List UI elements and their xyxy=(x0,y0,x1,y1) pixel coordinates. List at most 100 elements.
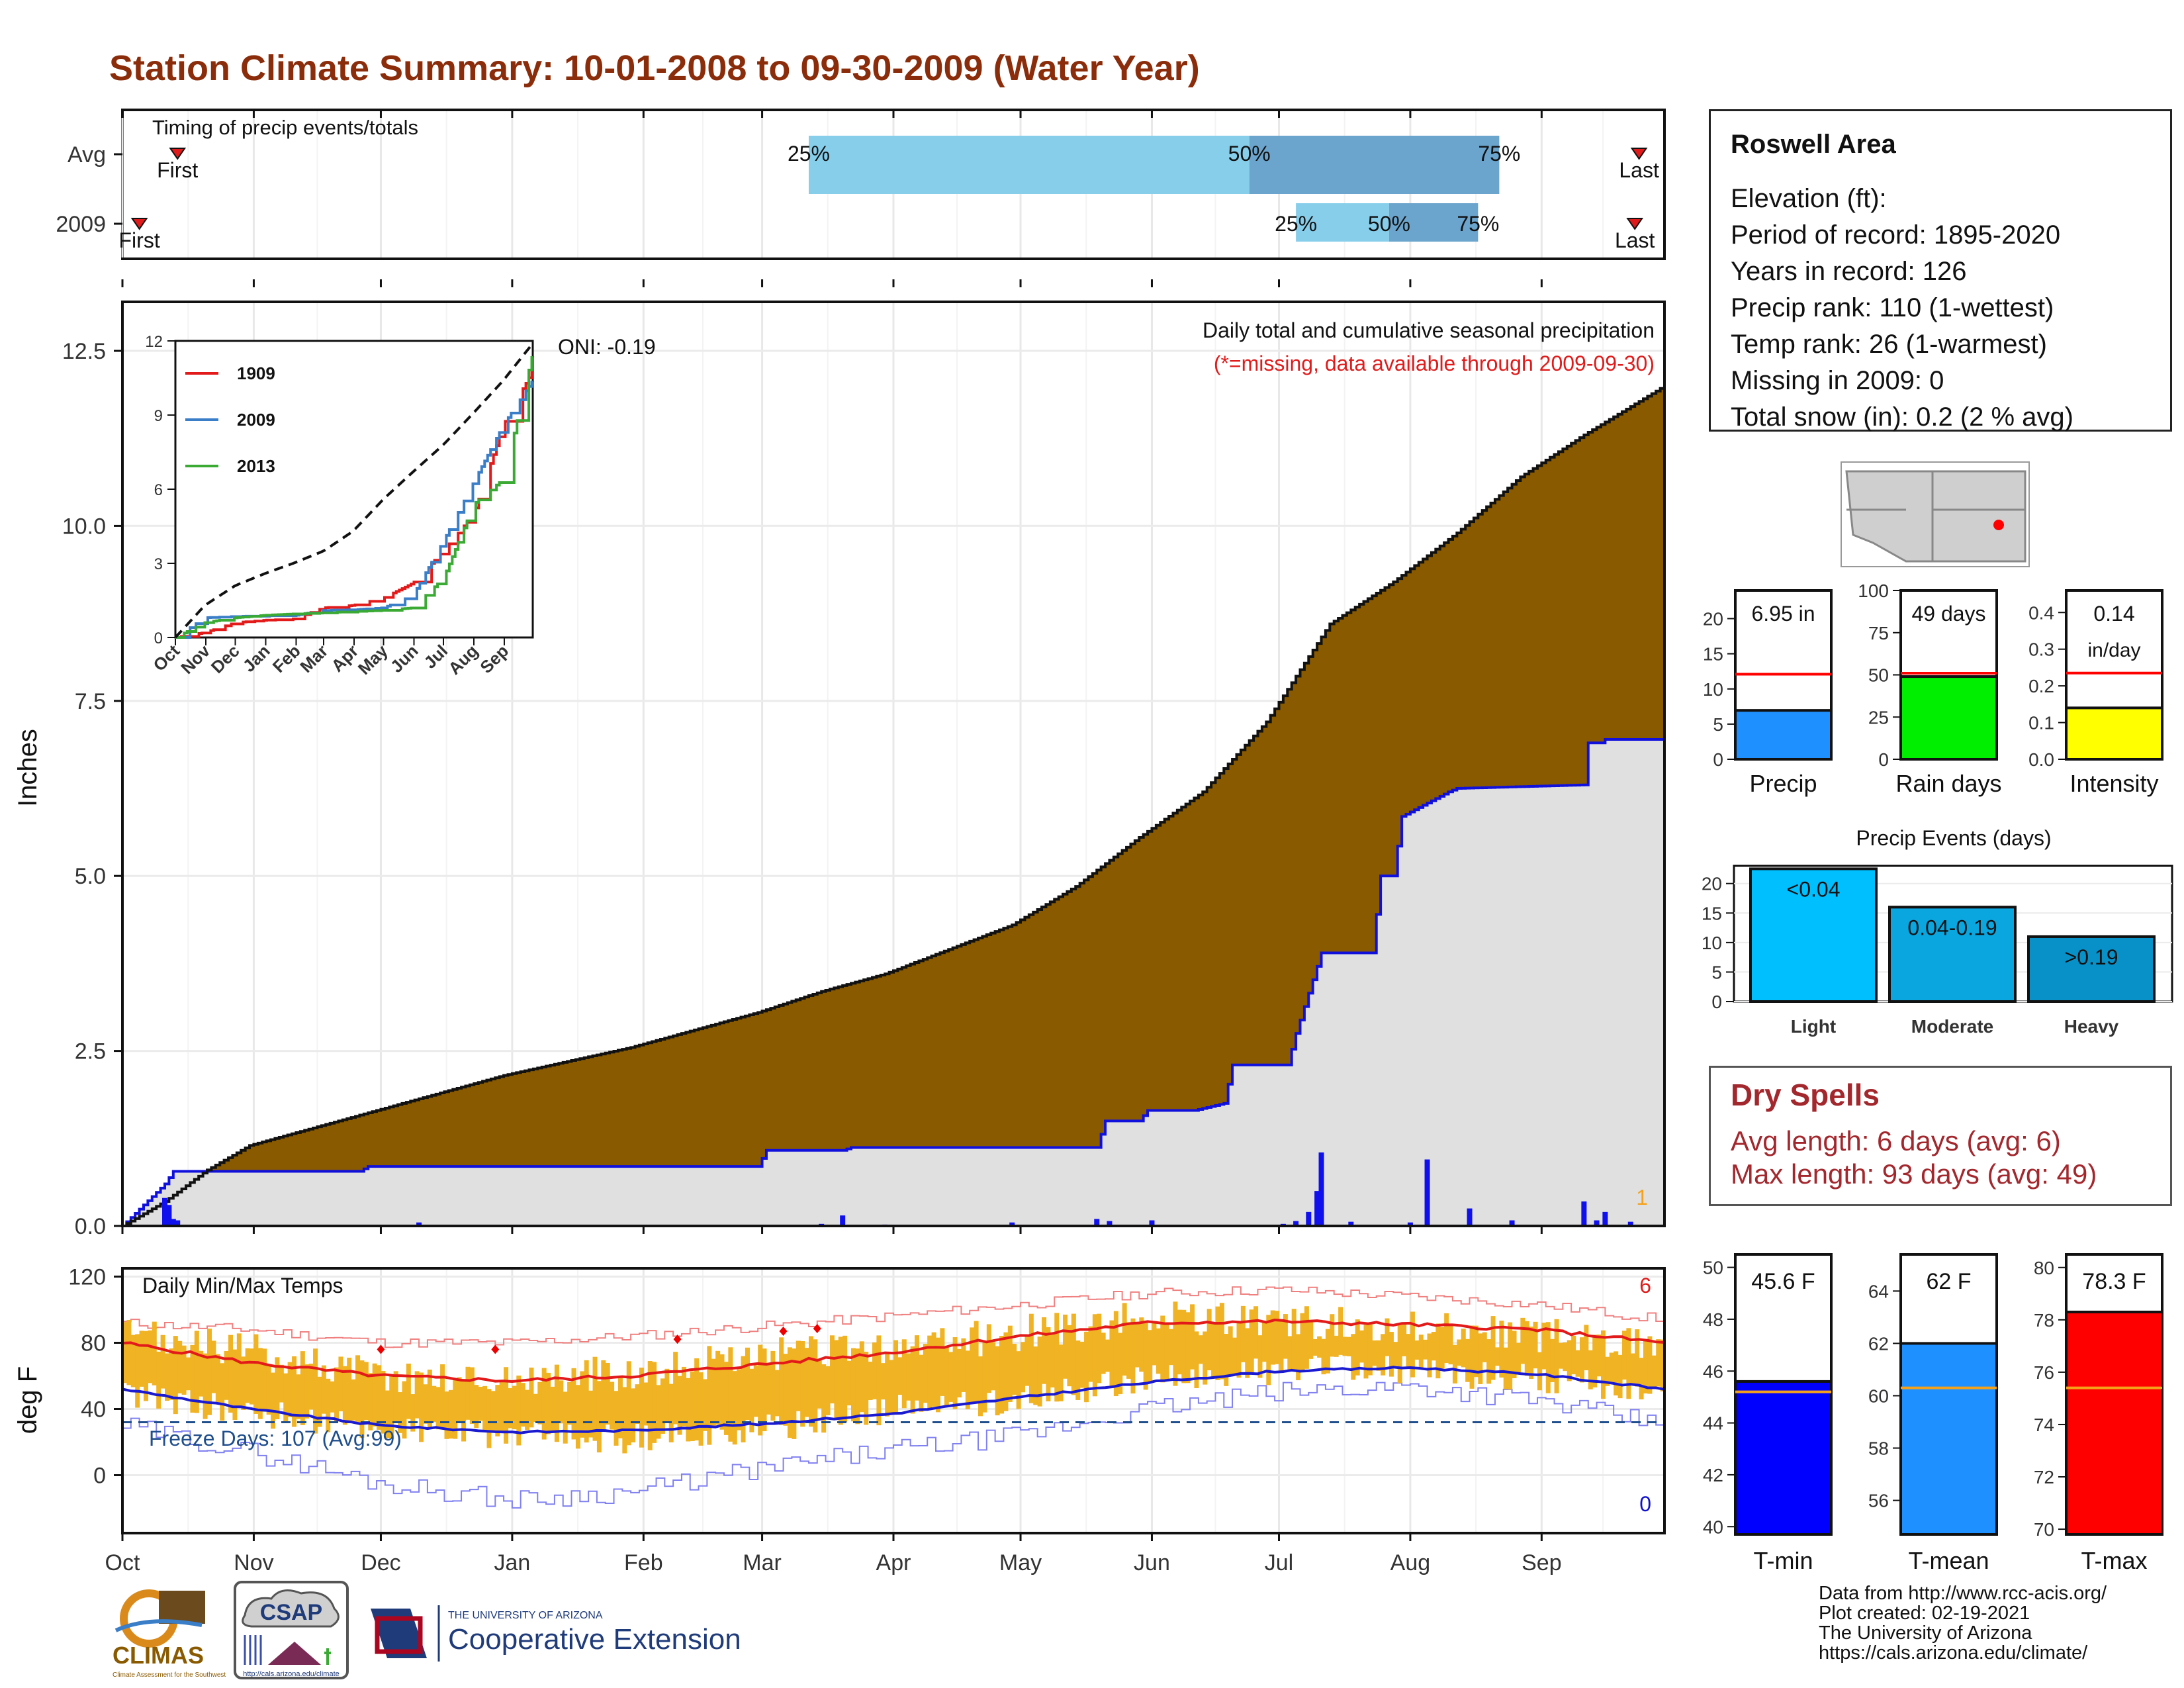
daily-temp-bar xyxy=(236,1333,242,1407)
daily-temp-bar xyxy=(1643,1340,1648,1394)
summary-tick-label: 0.0 xyxy=(2028,749,2054,770)
daily-temp-bar xyxy=(1253,1306,1259,1359)
daily-temp-bar xyxy=(1397,1325,1402,1383)
timing-p75-label: 75% xyxy=(1457,212,1499,236)
daily-temp-bar xyxy=(173,1336,178,1415)
temp-ylabel: deg F xyxy=(13,1366,42,1434)
daily-temp-bar xyxy=(910,1346,915,1414)
daily-temp-bar xyxy=(719,1354,725,1430)
daily-temp-bar xyxy=(1275,1311,1280,1364)
missing-note: (*=missing, data available through 2009-… xyxy=(1214,352,1655,375)
daily-temp-bar xyxy=(741,1356,746,1442)
avg-max-line xyxy=(122,1318,1665,1383)
daily-temp-bar xyxy=(787,1347,792,1438)
temp-summary-tick-label: 74 xyxy=(2034,1415,2054,1435)
daily-temp-bar xyxy=(635,1384,640,1425)
daily-temp-bar xyxy=(1439,1327,1445,1369)
logos: CLIMAS Climate Assessment for the Southw… xyxy=(113,1581,741,1679)
daily-temp-bar xyxy=(414,1371,420,1419)
daily-temp-bar xyxy=(1211,1322,1216,1378)
inset-y-tick-label: 6 xyxy=(154,481,163,499)
daily-temp-bar xyxy=(737,1369,742,1430)
daily-temp-bar xyxy=(1338,1307,1343,1355)
daily-temp-bar xyxy=(271,1372,276,1429)
summary-value-label: 49 days xyxy=(1911,602,1985,626)
daily-temp-bar xyxy=(1198,1335,1203,1364)
precip-y-tick-label: 0.0 xyxy=(75,1214,106,1239)
temp-y-tick-label: 0 xyxy=(93,1464,106,1489)
daily-temp-bar xyxy=(1126,1322,1132,1379)
temp-corner-min: 0 xyxy=(1639,1492,1651,1516)
daily-temp-bar xyxy=(1423,1339,1428,1360)
daily-temp-bar xyxy=(1101,1333,1106,1374)
freeze-days-label: Freeze Days: 107 (Avg:99) xyxy=(149,1427,402,1450)
daily-temp-bar xyxy=(1266,1315,1271,1385)
daily-temp-bar xyxy=(749,1368,754,1432)
daily-temp-bar xyxy=(1300,1313,1305,1372)
daily-temp-bar xyxy=(817,1359,822,1409)
avg-min-line xyxy=(122,1366,1665,1434)
temp-summary-name-label: T-max xyxy=(2081,1547,2147,1574)
daily-temp-bar xyxy=(516,1376,522,1446)
temp-y-tick-label: 80 xyxy=(81,1331,106,1356)
daily-temp-bar xyxy=(889,1360,894,1413)
daily-temp-bar xyxy=(897,1357,903,1395)
daily-temp-bar xyxy=(1160,1315,1165,1383)
daily-temp-bar xyxy=(152,1321,157,1385)
daily-temp-bar xyxy=(855,1348,860,1425)
daily-temp-bar xyxy=(986,1324,991,1393)
daily-temp-bar xyxy=(991,1342,996,1391)
temp-summary-tick-label: 46 xyxy=(1703,1361,1723,1382)
dry-spells-avg: Avg length: 6 days (avg: 6) xyxy=(1731,1125,2061,1156)
timing-last-marker xyxy=(1630,148,1648,160)
station-map xyxy=(1841,461,2030,567)
daily-temp-bar xyxy=(1185,1312,1191,1383)
daily-temp-bar xyxy=(215,1354,220,1403)
daily-temp-bar xyxy=(1563,1342,1568,1372)
daily-temp-bar xyxy=(194,1331,199,1413)
summary-tick-label: 0 xyxy=(1878,749,1889,770)
temp-summary-tick-label: 72 xyxy=(2034,1467,2054,1487)
daily-temp-bar xyxy=(165,1353,170,1401)
credit-line: Data from http://www.rcc-acis.org/ xyxy=(1819,1583,2107,1604)
daily-temp-bar xyxy=(1639,1358,1644,1399)
precip-summary-charts: 0 5 10 15 20 6.95 in Precip 0 25 50 75 100 49 days Ra… xyxy=(1703,581,2163,797)
daily-temp-bar xyxy=(275,1357,280,1419)
daily-temp-bar xyxy=(250,1348,255,1405)
daily-temp-bar xyxy=(1588,1350,1593,1389)
daily-temp-bar xyxy=(647,1360,653,1450)
daily-temp-bar xyxy=(385,1390,390,1438)
temp-summary-name-label: T-mean xyxy=(1908,1547,1989,1574)
daily-temp-bar xyxy=(758,1344,763,1436)
precip-summary-precip: 0 5 10 15 20 6.95 in Precip xyxy=(1703,589,1833,797)
daily-temp-bar xyxy=(1435,1323,1441,1379)
events-bar-label: 0.04-0.19 xyxy=(1907,915,1997,939)
precip-corner-value: 1 xyxy=(1636,1186,1648,1209)
daily-temp-bar xyxy=(1283,1314,1288,1359)
daily-temp-bar xyxy=(1541,1323,1547,1370)
temp-summary-tick-label: 62 xyxy=(1868,1333,1889,1354)
daily-temp-bar xyxy=(139,1331,144,1387)
daily-temp-bar xyxy=(1469,1325,1475,1389)
events-category-label: Moderate xyxy=(1911,1016,1993,1037)
daily-temp-bar xyxy=(448,1389,453,1439)
timing-panel: 25% 50% 75% First Last 25% 50% 75% First Last Tim… xyxy=(56,109,1666,260)
station-info-line: Period of record: 1895-2020 xyxy=(1731,220,2061,250)
daily-temp-bar xyxy=(435,1387,441,1430)
daily-temp-bar xyxy=(1617,1354,1623,1399)
daily-temp-bar xyxy=(1621,1331,1627,1380)
daily-precip-bar xyxy=(1594,1220,1600,1226)
summary-tick-label: 75 xyxy=(1868,623,1889,643)
temp-summary-tick-label: 70 xyxy=(2034,1519,2054,1540)
daily-temp-bar xyxy=(266,1365,271,1415)
daily-temp-bar xyxy=(469,1367,475,1425)
daily-precip-bar xyxy=(1318,1152,1324,1226)
daily-temp-bar xyxy=(690,1371,695,1441)
daily-temp-bar xyxy=(1567,1340,1572,1382)
daily-temp-bar xyxy=(1240,1305,1246,1362)
daily-temp-bar xyxy=(1385,1318,1390,1356)
daily-temp-bar xyxy=(915,1335,920,1401)
daily-temp-bar xyxy=(533,1393,538,1423)
timing-first-marker xyxy=(169,148,187,160)
summary-value-label: 0.14 xyxy=(2093,602,2134,626)
